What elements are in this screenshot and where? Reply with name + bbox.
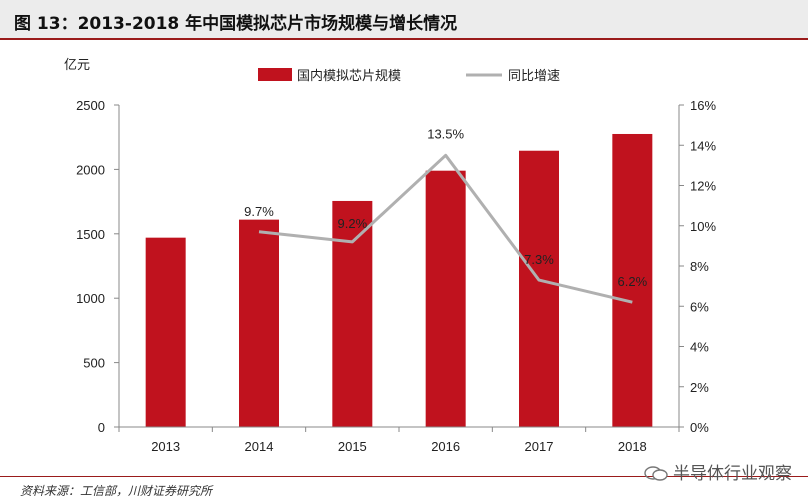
chart: 0 500 1000 1500 2000 2500 0% 2% 4% 6% 8% 10% 12% 14% 1… xyxy=(64,58,716,454)
legend-label-line: 同比增速 xyxy=(508,69,560,84)
x-tick-label: 2016 xyxy=(431,439,460,454)
y-left-tick-label: 2500 xyxy=(76,98,105,113)
x-tick-label: 2014 xyxy=(245,439,274,454)
y-left-tick-label: 1000 xyxy=(76,291,105,306)
source-note: 资料来源：工信部，川财证券研究所 xyxy=(20,484,213,498)
growth-line xyxy=(258,153,633,304)
growth-label-2014: 9.7% xyxy=(244,204,274,219)
y-right-tick-label: 2% xyxy=(690,380,709,395)
x-tick-label: 2018 xyxy=(618,439,647,454)
legend-swatch-bar xyxy=(258,68,292,81)
growth-line-path xyxy=(258,153,633,304)
y-left-tick-label: 500 xyxy=(83,356,105,371)
axes: 0 500 1000 1500 2000 2500 0% 2% 4% 6% 8% 10% 12% 14% 1… xyxy=(64,58,716,454)
y-right-tick-label: 8% xyxy=(690,259,709,274)
y-right-tick-label: 4% xyxy=(690,340,709,355)
growth-label-2017: 7.3% xyxy=(524,252,554,267)
y-right-tick-label: 14% xyxy=(690,138,716,153)
x-tick-label: 2015 xyxy=(338,439,367,454)
y-right-tick-label: 16% xyxy=(690,98,716,113)
watermark-text: 半导体行业观察 xyxy=(673,464,792,484)
y-right-tick-label: 6% xyxy=(690,299,709,314)
y-right-tick-label: 10% xyxy=(690,219,716,234)
bar-2018 xyxy=(612,133,653,427)
x-tick-label: 2017 xyxy=(525,439,554,454)
data-labels: 9.7% 9.2% 13.5% 7.3% 6.2% xyxy=(244,126,647,289)
y-left-tick-label: 0 xyxy=(98,420,105,435)
growth-label-2018: 6.2% xyxy=(618,274,648,289)
y-left-tick-label: 1500 xyxy=(76,227,105,242)
legend: 国内模拟芯片规模 同比增速 xyxy=(258,68,560,84)
y-left-tick-label: 2000 xyxy=(76,162,105,177)
x-tick-label: 2013 xyxy=(151,439,180,454)
y-left-unit-label: 亿元 xyxy=(64,58,90,73)
bars xyxy=(145,133,653,428)
bar-2015 xyxy=(332,200,373,427)
page-title: 图 13：2013-2018 年中国模拟芯片市场规模与增长情况 xyxy=(14,14,458,34)
growth-label-2015: 9.2% xyxy=(338,216,368,231)
source-divider xyxy=(0,476,808,477)
bar-2014 xyxy=(239,219,279,427)
legend-label-bar: 国内模拟芯片规模 xyxy=(297,68,401,84)
bar-2013 xyxy=(145,237,186,427)
wechat-logo-icon xyxy=(644,466,668,481)
y-right-tick-label: 12% xyxy=(690,179,716,194)
title-bar: 图 13：2013-2018 年中国模拟芯片市场规模与增长情况 xyxy=(0,0,808,40)
bar-2017 xyxy=(519,150,559,427)
growth-label-2016: 13.5% xyxy=(427,126,464,141)
watermark: 半导体行业观察 xyxy=(643,459,792,484)
y-right-tick-label: 0% xyxy=(690,420,709,435)
bar-2016 xyxy=(425,170,466,428)
